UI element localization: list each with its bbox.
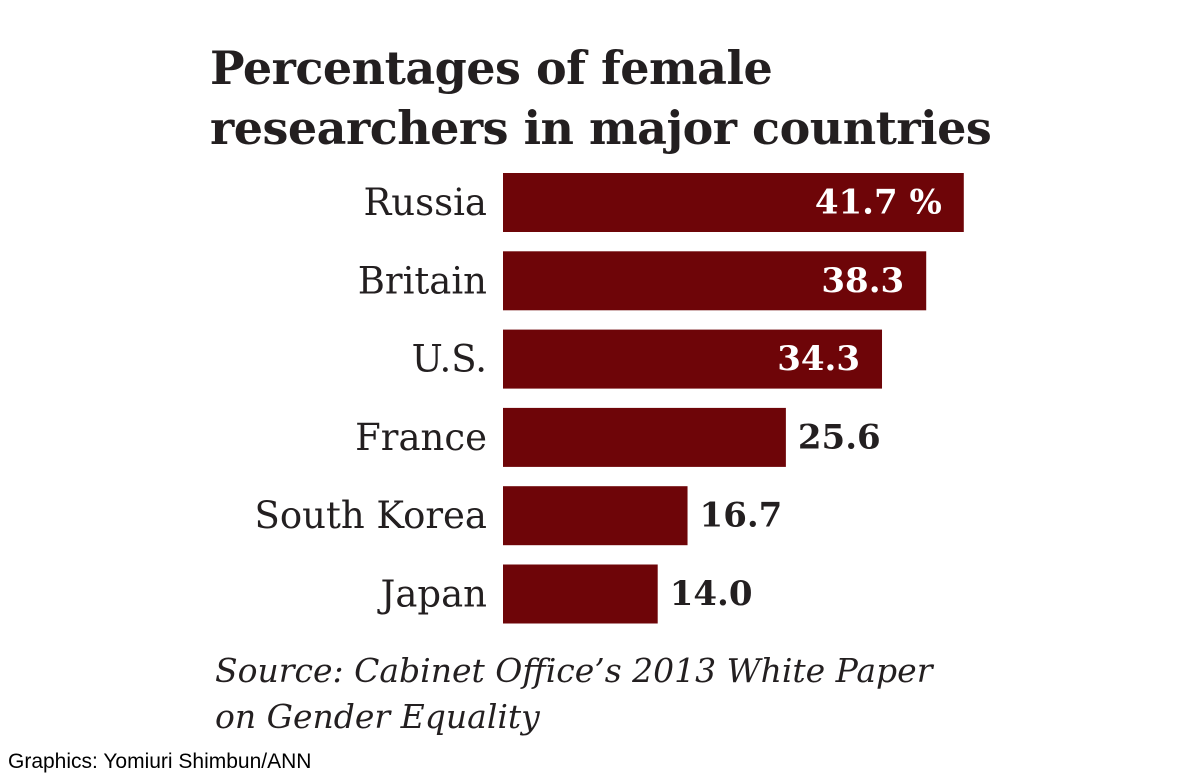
value-label: 25.6 <box>798 417 881 457</box>
value-label: 14.0 <box>670 574 753 614</box>
value-label: 34.3 <box>777 339 860 379</box>
category-label: France <box>355 416 487 459</box>
bar-chart: Russia 41.7 % Britain 38.3 U.S. 34.3 France 25.… <box>255 173 964 624</box>
category-label: Japan <box>377 573 487 616</box>
bar <box>503 486 688 546</box>
bar <box>503 173 964 232</box>
graphics-credit: Graphics: Yomiuri Shimbun/ANN <box>8 750 312 773</box>
chart-title-line-2: researchers in major countries <box>210 101 992 155</box>
category-label: Britain <box>358 259 487 302</box>
chart-title-line-1: Percentages of female <box>210 41 773 95</box>
bar <box>503 564 658 624</box>
source-line-1: Source: Cabinet Office’s 2013 White Pape… <box>215 651 933 690</box>
source-line-2: on Gender Equality <box>215 697 540 736</box>
category-label: Russia <box>363 181 487 224</box>
value-label: 38.3 <box>821 261 904 301</box>
value-label: 41.7 % <box>815 183 942 223</box>
chart-title: Percentages of female researchers in maj… <box>210 38 1050 158</box>
bar <box>503 407 786 467</box>
bar <box>503 251 927 311</box>
value-label: 16.7 <box>700 496 783 536</box>
bar <box>503 329 883 389</box>
category-label: South Korea <box>255 494 487 537</box>
source-note: Source: Cabinet Office’s 2013 White Pape… <box>215 648 1115 740</box>
category-label: U.S. <box>412 338 487 381</box>
